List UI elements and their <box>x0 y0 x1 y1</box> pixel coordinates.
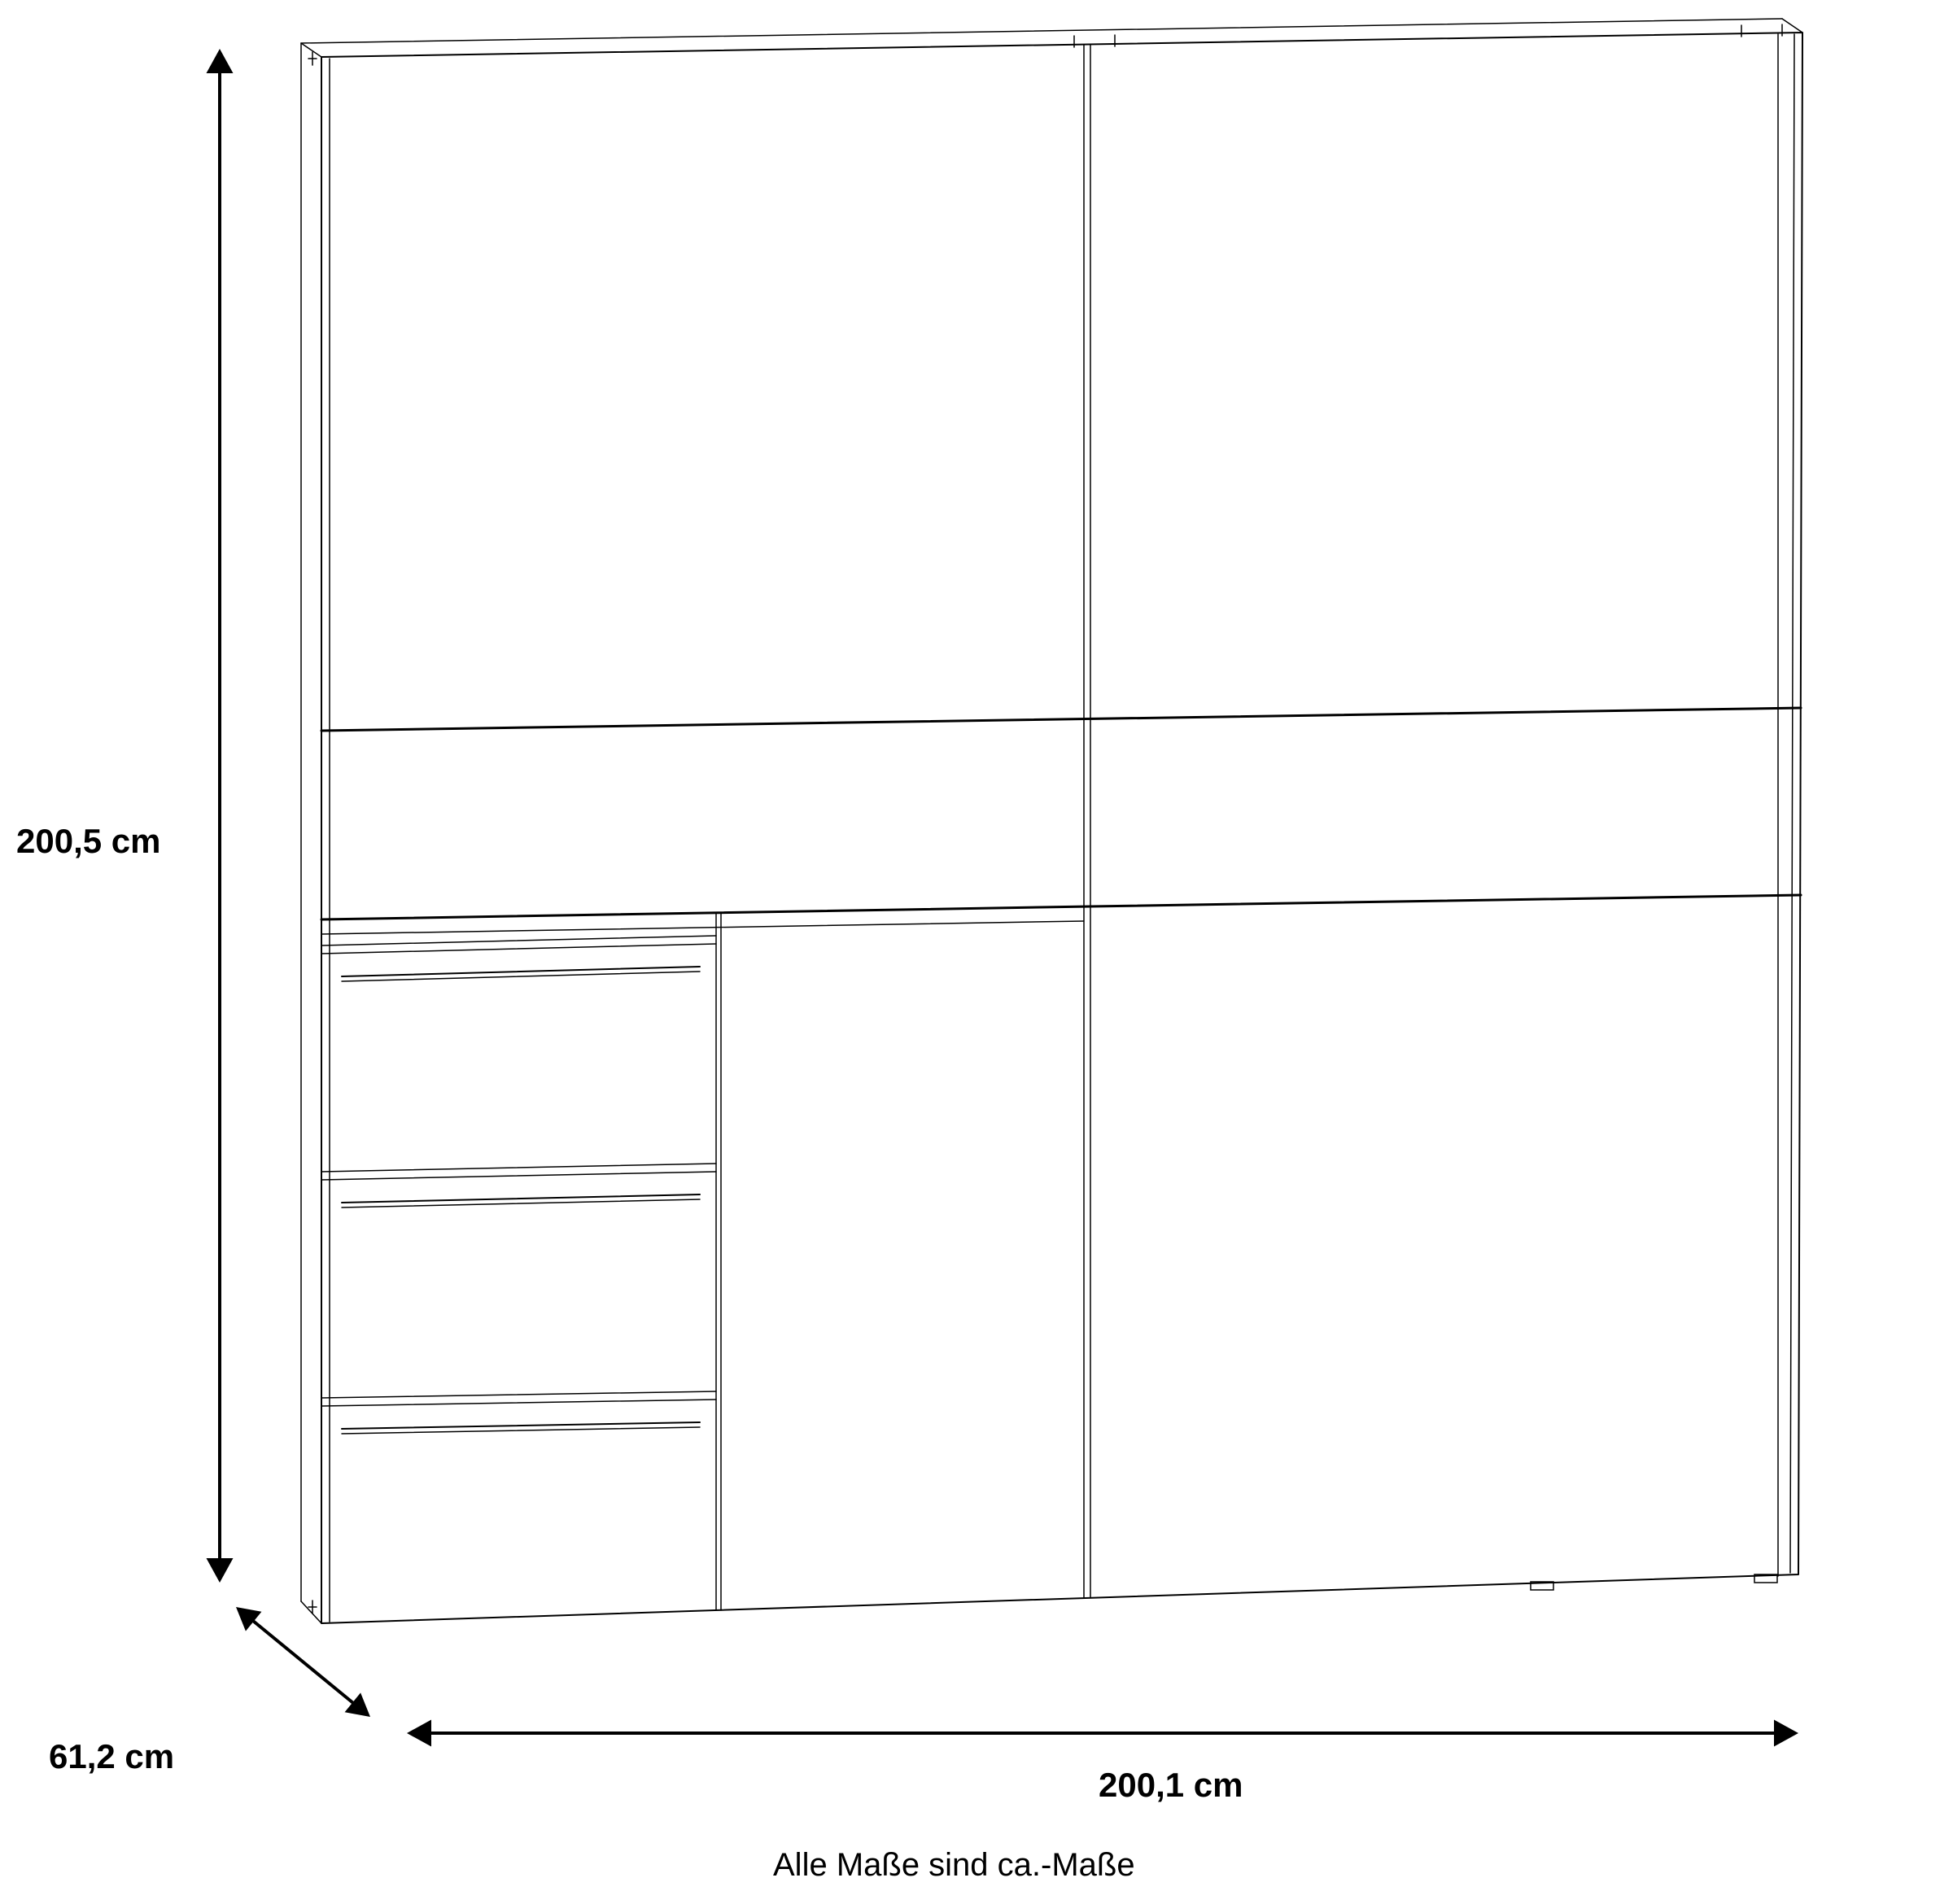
caption-text: Alle Maße sind ca.-Maße <box>773 1847 1135 1884</box>
height-label: 200,5 cm <box>16 822 160 861</box>
depth-label: 61,2 cm <box>49 1737 174 1776</box>
width-label: 200,1 cm <box>1099 1766 1243 1805</box>
